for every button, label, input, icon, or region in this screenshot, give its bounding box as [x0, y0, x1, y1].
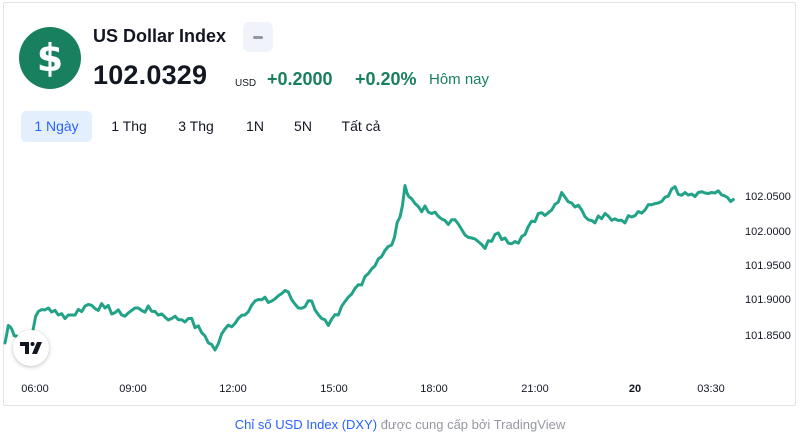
dxy-link[interactable]: Chỉ số USD Index (DXY) — [234, 417, 378, 432]
y-tick-label: 101.8500 — [745, 330, 791, 342]
x-tick-label: 18:00 — [420, 383, 448, 395]
tab-all[interactable]: Tất cả — [341, 118, 381, 134]
x-tick-label: 12:00 — [219, 383, 247, 395]
minus-icon[interactable] — [243, 22, 273, 52]
tab-1-month[interactable]: 1 Thg — [111, 118, 147, 134]
tab-1-year[interactable]: 1N — [246, 118, 264, 134]
attribution-footer: Chỉ số USD Index (DXY) được cung cấp bởi… — [0, 417, 800, 432]
x-tick-label: 03:30 — [697, 383, 725, 395]
change-absolute: +0.2000 — [267, 69, 333, 89]
logo-glyph: $ — [36, 36, 64, 80]
period-label: Hôm nay — [429, 71, 490, 88]
tradingview-widget — [3, 2, 796, 406]
tab-3-months[interactable]: 3 Thg — [178, 118, 214, 134]
x-tick-label: 21:00 — [521, 383, 549, 395]
current-price: 102.0329 — [93, 60, 208, 90]
y-tick-label: 102.0000 — [745, 226, 791, 238]
symbol-name[interactable]: US Dollar Index — [93, 26, 227, 46]
price-line — [3, 184, 735, 352]
tab-5-years[interactable]: 5N — [294, 118, 312, 134]
tab-1-day[interactable]: 1 Ngày — [21, 111, 92, 142]
tradingview-logo-icon[interactable] — [13, 330, 49, 366]
currency-label: USD — [235, 78, 257, 89]
y-tick-label: 101.9500 — [745, 260, 791, 272]
x-tick-label: 06:00 — [21, 383, 49, 395]
price-chart[interactable]: 102.0500 102.0000 101.9500 101.9000 101.… — [0, 150, 800, 410]
change-percent: +0.20% — [355, 69, 417, 89]
y-tick-label: 102.0500 — [745, 191, 791, 203]
y-tick-label: 101.9000 — [745, 294, 791, 306]
x-tick-label: 15:00 — [320, 383, 348, 395]
dollar-logo-icon: $ — [19, 27, 81, 89]
attribution-text: được cung cấp bởi TradingView — [377, 417, 566, 432]
x-tick-label: 09:00 — [119, 383, 147, 395]
x-tick-label: 20 — [629, 383, 641, 395]
